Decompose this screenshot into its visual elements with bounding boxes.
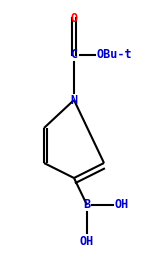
- Text: C: C: [70, 48, 78, 62]
- Text: OBu-t: OBu-t: [97, 48, 133, 62]
- Text: B: B: [83, 199, 91, 211]
- Text: OH: OH: [115, 199, 129, 211]
- Text: O: O: [70, 12, 78, 24]
- Text: N: N: [70, 94, 78, 106]
- Text: OH: OH: [80, 235, 94, 248]
